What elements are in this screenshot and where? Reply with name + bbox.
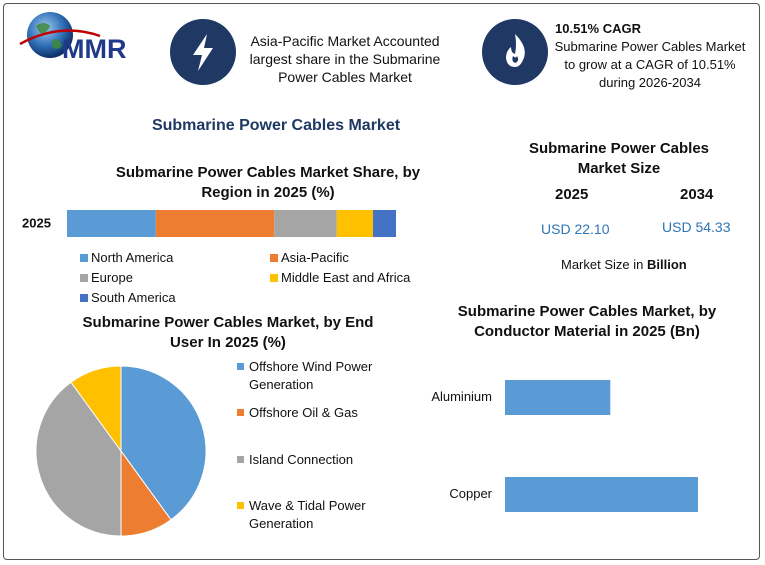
- legend-label: Middle East and Africa: [281, 270, 411, 285]
- legend-swatch: [270, 274, 278, 282]
- flame-icon: [482, 19, 548, 85]
- bar: [505, 477, 698, 512]
- main-title: Submarine Power Cables Market: [151, 117, 401, 134]
- legend-swatch: [237, 502, 244, 509]
- bar-segment: [336, 210, 373, 237]
- lightning-icon: [170, 19, 236, 85]
- legend-swatch: [80, 254, 88, 262]
- category-label: Copper: [449, 486, 492, 501]
- market-size-note: Market Size in Billion: [561, 256, 687, 274]
- legend-label: North America: [91, 250, 174, 265]
- bar: [505, 380, 611, 415]
- market-size-value: USD 22.10: [541, 221, 610, 237]
- legend-swatch: [80, 294, 88, 302]
- frame: [3, 3, 760, 560]
- legend-label: Island Connection: [249, 452, 354, 467]
- legend-swatch: [80, 274, 88, 282]
- bar-segment: [274, 210, 337, 237]
- header-fact: Asia-Pacific Market Accounted largest sh…: [249, 33, 441, 85]
- legend-swatch: [237, 409, 244, 416]
- logo-text: MMR: [62, 34, 126, 64]
- pie-slice: [120, 365, 207, 521]
- legend-label: Wave & Tidal Power Generation: [249, 498, 366, 531]
- market-size-value: USD 54.33: [662, 219, 731, 235]
- market-size-title: Submarine Power Cables Market Size: [528, 140, 710, 177]
- bar-segment: [372, 210, 396, 237]
- pie-slice: [70, 365, 122, 453]
- chart-title: Submarine Power Cables Market, by End Us…: [82, 314, 374, 351]
- legend-swatch: [237, 363, 244, 370]
- year: 2034: [680, 186, 714, 203]
- pie-slice: [35, 381, 122, 537]
- legend-label: Europe: [91, 270, 133, 285]
- bar-category: 2025: [22, 215, 51, 230]
- legend-label: South America: [91, 290, 176, 305]
- category-label: Aluminium: [431, 389, 492, 404]
- bar-segment: [67, 210, 156, 237]
- cagr-text: Submarine Power Cables Market to grow at…: [554, 39, 746, 90]
- cagr-title: 10.51% CAGR: [555, 21, 641, 36]
- chart-title: Submarine Power Cables Market, by Conduc…: [457, 303, 717, 340]
- legend-label: Asia-Pacific: [281, 250, 349, 265]
- legend-label: Offshore Oil & Gas: [249, 405, 358, 420]
- note-unit: Billion: [647, 257, 687, 272]
- logo-globe: [19, 12, 101, 58]
- year: 2025: [555, 186, 589, 203]
- bar-segment: [155, 210, 275, 237]
- legend-swatch: [270, 254, 278, 262]
- chart-title: Submarine Power Cables Market Share, by …: [115, 164, 421, 201]
- legend-label: Offshore Wind Power Generation: [249, 359, 373, 392]
- note-text: Market Size in: [561, 257, 644, 272]
- legend-swatch: [237, 456, 244, 463]
